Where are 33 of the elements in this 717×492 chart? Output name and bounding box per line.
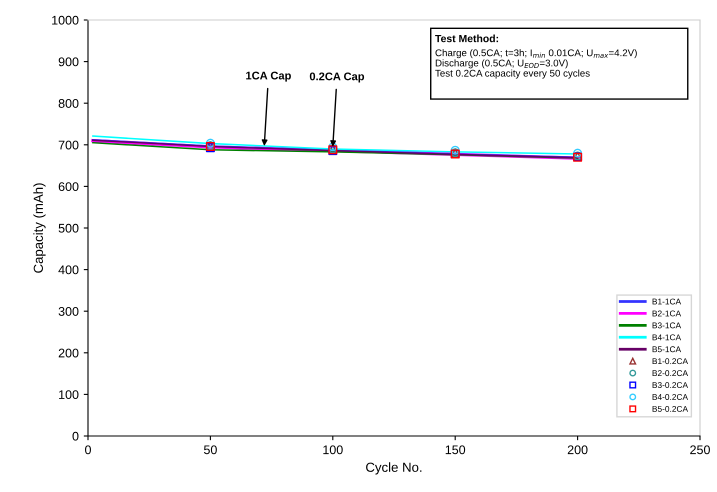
legend-label: B1-1CA — [652, 298, 682, 304]
legend-label: B3-1CA — [652, 322, 682, 328]
x-tick-label: 250 — [690, 445, 710, 454]
legend-label: B2-1CA — [652, 310, 682, 316]
y-axis-title: Capacity (mAh) — [33, 183, 46, 273]
y-tick-label: 700 — [58, 140, 78, 150]
x-axis-title: Cycle No. — [366, 462, 422, 475]
legend-label: B1-0.2CA — [652, 358, 688, 364]
legend-label: B4-0.2CA — [652, 394, 688, 400]
legend-label: B2-0.2CA — [652, 370, 688, 376]
x-tick-label: 100 — [323, 445, 343, 454]
y-tick-label: 100 — [59, 390, 78, 400]
legend-label: B4-1CA — [652, 334, 682, 340]
y-tick-label: 500 — [58, 224, 78, 233]
annotation: 0.2CA Cap — [310, 72, 364, 83]
y-tick-label: 1000 — [52, 16, 78, 25]
legend-label: B5-1CA — [652, 346, 682, 352]
y-tick-label: 900 — [58, 57, 78, 66]
y-tick-label: 0 — [72, 432, 78, 441]
x-tick-label: 50 — [204, 445, 217, 454]
text: Charge (0.5CA; t=3h; I$_{min}$ 0.01CA; U$_{max}$=4.2V) Discharge (0.5CA; U$_{EOD}$=3.0V) Test 0.2CA capacity every 50 cycles — [435, 49, 637, 79]
x-tick-label: 150 — [446, 445, 466, 454]
annotation: Test Method: — [435, 34, 498, 42]
x-tick-label: 0 — [85, 445, 91, 454]
y-tick-label: 800 — [58, 99, 78, 108]
y-tick-label: 300 — [58, 307, 78, 316]
y-tick-label: 200 — [58, 348, 78, 358]
legend-label: B3-0.2CA — [652, 382, 688, 388]
x-tick-label: 200 — [568, 445, 588, 454]
y-tick-label: 400 — [58, 265, 78, 274]
legend-label: B5-0.2CA — [652, 406, 688, 412]
annotation: 1CA Cap — [246, 72, 291, 82]
y-tick-label: 600 — [58, 182, 78, 192]
